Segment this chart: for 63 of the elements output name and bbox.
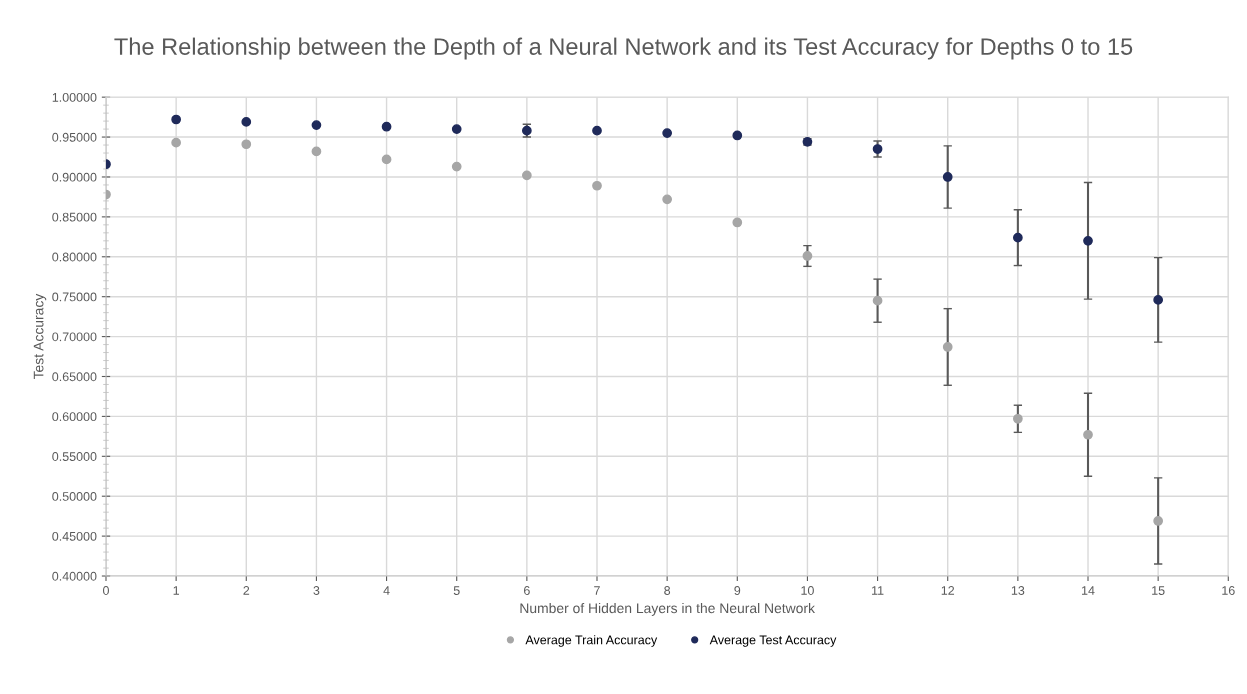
point bbox=[311, 120, 322, 130]
point bbox=[521, 170, 532, 181]
point bbox=[1013, 413, 1023, 424]
y-tick-label: 1.00000 bbox=[52, 92, 97, 102]
x-tick-label: 1 bbox=[173, 586, 179, 595]
y-tick-label: 0.80000 bbox=[52, 252, 97, 262]
x-tick-label: 11 bbox=[872, 586, 884, 595]
point bbox=[311, 146, 322, 157]
x-tick-label: 15 bbox=[1152, 586, 1165, 595]
legend-label: Average Train Accuracy bbox=[525, 635, 658, 647]
point bbox=[171, 114, 182, 125]
point bbox=[451, 124, 462, 134]
y-tick-label: 0.85000 bbox=[52, 212, 97, 222]
x-tick-label: 7 bbox=[594, 586, 600, 595]
point bbox=[662, 194, 673, 205]
point bbox=[872, 295, 883, 306]
point bbox=[592, 125, 602, 136]
x-tick-label: 9 bbox=[734, 586, 741, 595]
point bbox=[1153, 516, 1164, 526]
y-tick-label: 0.55000 bbox=[52, 452, 97, 461]
x-axis-title: Number of Hidden Layers in the Neural Network bbox=[520, 602, 815, 616]
x-tick-label: 4 bbox=[383, 586, 390, 595]
x-tick-label: 16 bbox=[1222, 586, 1235, 595]
point bbox=[241, 139, 252, 150]
y-tick-label: 0.50000 bbox=[52, 492, 97, 501]
x-tick-label: 13 bbox=[1011, 586, 1025, 595]
point bbox=[171, 137, 182, 148]
y-tick-label: 0.65000 bbox=[52, 372, 97, 382]
x-tick-label: 10 bbox=[801, 586, 814, 595]
point bbox=[241, 117, 252, 127]
point bbox=[1153, 295, 1164, 305]
y-tick-label: 0.70000 bbox=[52, 332, 97, 342]
legend-label: Average Test Accuracy bbox=[709, 635, 837, 647]
point bbox=[942, 172, 953, 182]
point bbox=[732, 130, 743, 141]
point bbox=[1083, 429, 1093, 440]
y-tick-label: 0.45000 bbox=[52, 531, 97, 541]
point bbox=[451, 161, 462, 172]
x-tick-label: 3 bbox=[313, 586, 320, 595]
point bbox=[872, 144, 883, 154]
x-tick-label: 2 bbox=[243, 586, 250, 595]
x-tick-label: 14 bbox=[1082, 586, 1095, 595]
point bbox=[662, 128, 673, 138]
point bbox=[732, 217, 743, 228]
point bbox=[1083, 235, 1093, 246]
x-tick-label: 12 bbox=[941, 586, 955, 595]
y-tick-label: 0.90000 bbox=[52, 172, 97, 182]
y-axis-title: Test Accuracy bbox=[33, 293, 47, 380]
x-tick-label: 8 bbox=[664, 586, 671, 595]
y-tick-label: 0.60000 bbox=[52, 412, 97, 422]
x-tick-label: 0 bbox=[103, 586, 109, 595]
x-tick-label: 5 bbox=[453, 586, 460, 595]
point bbox=[592, 180, 602, 191]
y-tick-label: 0.95000 bbox=[52, 132, 97, 142]
y-tick-label: 0.75000 bbox=[52, 292, 97, 302]
chart-title: The Relationship between the Depth of a Neural Network and its Test Accuracy for Depths 0 to 15 bbox=[114, 37, 1133, 60]
point bbox=[1013, 232, 1023, 243]
point bbox=[381, 154, 392, 165]
point bbox=[381, 121, 392, 132]
point bbox=[802, 251, 813, 261]
point bbox=[942, 342, 953, 352]
x-tick-label: 6 bbox=[524, 586, 530, 595]
y-tick-label: 0.40000 bbox=[52, 571, 97, 581]
